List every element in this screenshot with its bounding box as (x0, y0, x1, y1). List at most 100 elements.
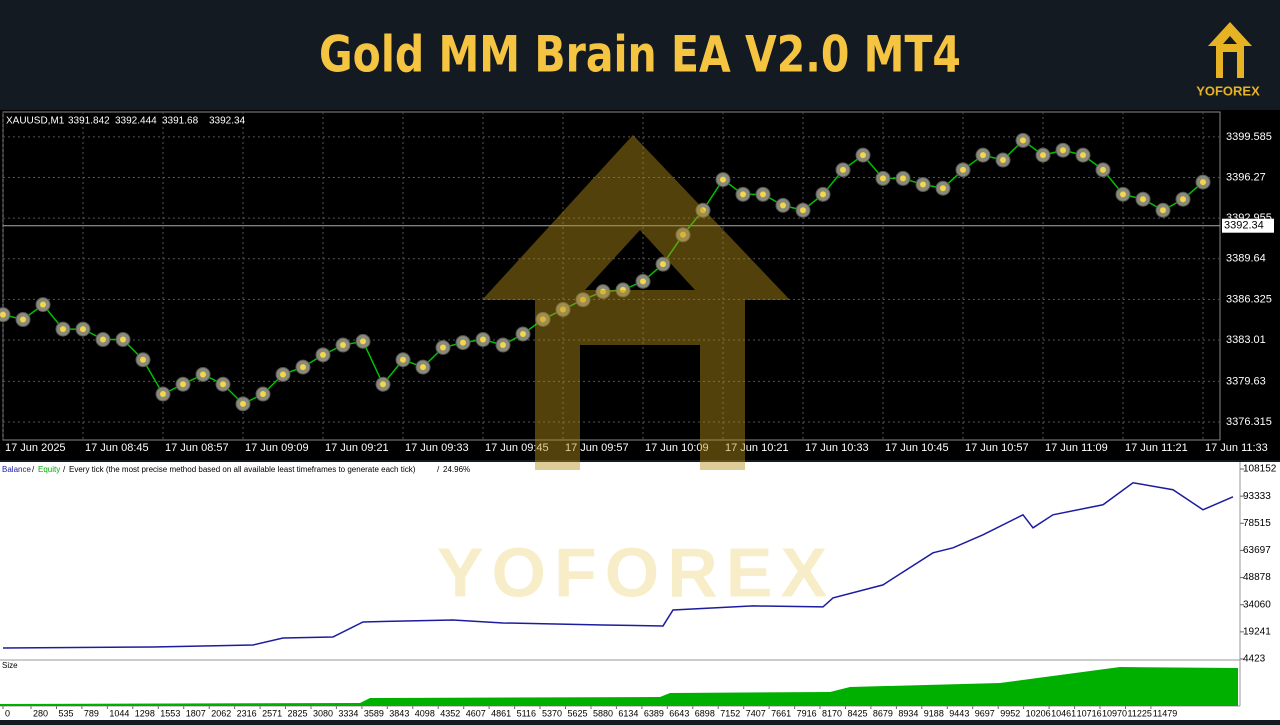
trade-marker-dot (1140, 196, 1146, 203)
header-bg (0, 0, 1280, 108)
symbol: XAUUSD,M1 (6, 116, 65, 127)
x-tick-label: 4098 (415, 708, 435, 718)
logo-text: YOFOREX (1196, 83, 1260, 98)
price-box (1222, 218, 1274, 233)
x-tick-label: 17 Jun 09:09 (245, 442, 309, 454)
trade-marker-dot (1180, 196, 1186, 203)
x-tick-label: 9697 (975, 708, 995, 718)
trade-marker-dot (880, 175, 886, 182)
y-tick-label: 3376.315 (1226, 416, 1272, 428)
trade-marker-dot (680, 231, 686, 238)
x-tick-label: 7661 (771, 708, 791, 718)
x-tick-label: 6389 (644, 708, 664, 718)
x-tick-label: 17 Jun 10:09 (645, 442, 709, 454)
x-tick-label: 17 Jun 11:09 (1045, 442, 1108, 454)
x-tick-label: 7916 (797, 708, 817, 718)
trade-marker-dot (1100, 166, 1106, 173)
trade-marker-dot (560, 306, 566, 313)
y-tick-label: 3383.01 (1226, 334, 1266, 346)
trade-marker-dot (160, 391, 166, 398)
x-tick-label: 10206 (1026, 708, 1051, 718)
x-tick-label: 4352 (440, 708, 460, 718)
trade-marker-dot (380, 381, 386, 388)
trade-marker-dot (260, 391, 266, 398)
trade-marker-dot (180, 381, 186, 388)
y-tick-label: 3379.63 (1226, 375, 1266, 387)
y-tick-label: 78515 (1243, 518, 1271, 529)
x-tick-label: 7152 (720, 708, 740, 718)
plot-frame (2, 111, 1221, 441)
x-tick-label: 17 Jun 09:21 (325, 442, 389, 454)
x-tick-label: 1553 (160, 708, 180, 718)
x-tick-label: 17 Jun 08:57 (165, 442, 229, 454)
x-tick-label: 17 Jun 2025 (5, 442, 66, 454)
x-tick-label: 1044 (109, 708, 129, 718)
x-tick-label: 2825 (288, 708, 308, 718)
trade-marker-dot (460, 339, 466, 346)
x-tick-label: 535 (59, 708, 74, 718)
x-tick-label: 6898 (695, 708, 715, 718)
x-tick-label: 8679 (873, 708, 893, 718)
page-title: Gold MM Brain EA V2.0 MT4 (319, 26, 961, 84)
x-tick-label: 3589 (364, 708, 384, 718)
x-tick-label: 11225 (1128, 708, 1152, 718)
x-tick-label: 17 Jun 11:21 (1125, 442, 1188, 454)
trade-marker-dot (600, 288, 606, 295)
x-tick-label: 4861 (491, 708, 511, 718)
trade-marker-dot (920, 181, 926, 188)
trade-marker-dot (740, 191, 746, 198)
x-tick-label: 1807 (186, 708, 206, 718)
legend-sep: / (437, 465, 440, 474)
trade-marker-dot (640, 278, 646, 285)
trade-marker-dot (200, 371, 206, 378)
y-tick-label: 19241 (1243, 626, 1271, 637)
y-tick-label: 3386.325 (1226, 293, 1272, 305)
x-tick-label: 0 (5, 708, 10, 718)
y-tick-label: 3396.27 (1226, 171, 1266, 183)
trade-marker-dot (120, 336, 126, 343)
trade-marker-dot (800, 207, 806, 214)
trade-marker-dot (20, 316, 26, 323)
x-tick-label: 11479 (1153, 708, 1177, 718)
ohlc-value: 3392.444 (115, 116, 157, 127)
x-tick-label: 5116 (517, 708, 536, 718)
x-tick-label: 3843 (389, 708, 409, 718)
x-tick-label: 5625 (568, 708, 588, 718)
y-tick-label: 34060 (1243, 599, 1271, 610)
x-tick-label: 9952 (1000, 708, 1020, 718)
trade-marker-dot (940, 185, 946, 192)
x-tick-label: 17 Jun 09:57 (565, 442, 629, 454)
quality: 24.96% (443, 465, 470, 474)
trade-marker-dot (540, 316, 546, 323)
trade-marker-dot (0, 311, 6, 318)
logo: YOFOREX (1196, 22, 1260, 98)
trade-marker-dot (1120, 191, 1126, 198)
legend-sep: / (63, 465, 66, 474)
trade-marker-dot (780, 202, 786, 209)
x-tick-label: 17 Jun 10:45 (885, 442, 949, 454)
legend-equity: Equity (38, 465, 60, 474)
trade-marker-dot (620, 286, 626, 293)
size-title: Size (2, 661, 18, 670)
balance-line (2, 481, 1234, 649)
legend-sep: / (32, 465, 35, 474)
x-tick-label: 8934 (898, 708, 918, 718)
trade-marker-dot (300, 364, 306, 371)
x-tick-label: 1298 (135, 708, 155, 718)
trade-marker-dot (1000, 157, 1006, 164)
x-tick-label: 5880 (593, 708, 613, 718)
trade-marker-dot (40, 301, 46, 308)
trade-marker-dot (1080, 152, 1086, 159)
model-text: Every tick (the most precise method base… (69, 465, 416, 474)
trade-marker-dot (700, 207, 706, 214)
current-price: 3392.34 (1224, 220, 1264, 232)
trade-marker-dot (500, 342, 506, 349)
x-tick-label: 9188 (924, 708, 944, 718)
ohlc-value: 3391.68 (162, 116, 199, 127)
x-tick-label: 9443 (949, 708, 969, 718)
x-tick-label: 17 Jun 10:57 (965, 442, 1029, 454)
x-tick-label: 5370 (542, 708, 562, 718)
trade-marker-dot (840, 166, 846, 173)
y-tick-label: 48878 (1243, 572, 1271, 583)
balance-chart: 4423 19241 34060 48878 63697 78515 93333 108152… (2, 462, 1277, 718)
